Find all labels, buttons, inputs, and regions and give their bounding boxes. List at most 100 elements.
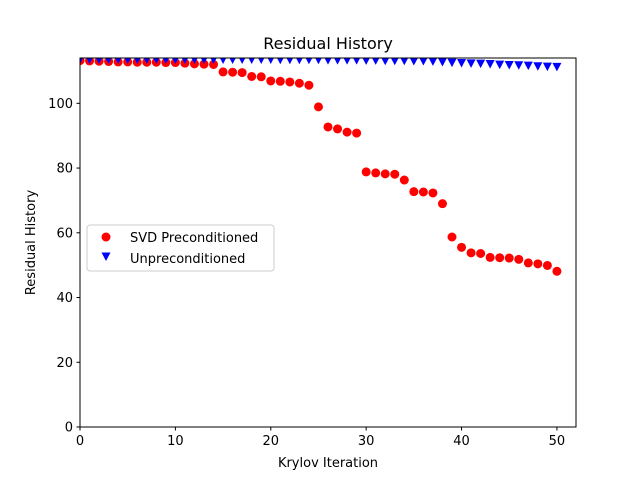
y-tick-label: 0 (65, 421, 73, 436)
data-point-svd-preconditioned (304, 80, 314, 90)
data-point-unpreconditioned (466, 59, 476, 68)
data-point-unpreconditioned (143, 58, 150, 64)
x-tick-label: 0 (76, 434, 84, 449)
data-point-svd-preconditioned (437, 199, 447, 209)
data-point-unpreconditioned (542, 62, 552, 72)
y-tick-label: 60 (56, 226, 73, 241)
data-point-unpreconditioned (172, 58, 179, 64)
data-point-svd-preconditioned (333, 124, 343, 134)
data-point-svd-preconditioned (256, 72, 266, 82)
legend: SVD Preconditioned Unpreconditioned (86, 224, 275, 272)
chart-title: Residual History (263, 34, 393, 53)
legend-marker-svd-preconditioned (101, 232, 111, 242)
data-point-unpreconditioned (533, 62, 543, 71)
y-axis-ticks: 0 20 40 60 80 100 (48, 97, 80, 436)
x-axis-ticks: 0 10 20 30 40 50 (76, 427, 565, 449)
data-point-unpreconditioned (447, 58, 457, 68)
data-point-unpreconditioned (229, 58, 236, 64)
data-point-unpreconditioned (523, 61, 533, 71)
data-point-svd-preconditioned (228, 67, 238, 77)
x-tick-label: 50 (549, 434, 566, 449)
data-point-svd-preconditioned (552, 266, 562, 276)
data-point-unpreconditioned (80, 58, 84, 64)
data-points (80, 58, 562, 276)
x-tick-label: 30 (358, 434, 375, 449)
data-point-svd-preconditioned (342, 127, 352, 137)
data-point-svd-preconditioned (533, 259, 543, 269)
data-point-svd-preconditioned (313, 102, 323, 112)
plot-frame (79, 57, 577, 428)
data-point-unpreconditioned (191, 58, 198, 64)
data-point-unpreconditioned (115, 58, 122, 64)
data-point-svd-preconditioned (447, 232, 457, 242)
data-point-unpreconditioned (181, 58, 189, 64)
data-point-unpreconditioned (419, 58, 428, 66)
y-axis-label: Residual History (24, 190, 39, 296)
y-tick-label: 40 (56, 291, 73, 306)
data-point-svd-preconditioned (457, 242, 467, 252)
data-point-unpreconditioned (95, 58, 103, 64)
data-point-svd-preconditioned (476, 249, 486, 259)
data-point-unpreconditioned (428, 58, 438, 66)
data-point-unpreconditioned (353, 58, 361, 65)
data-point-unpreconditioned (200, 58, 208, 64)
data-point-unpreconditioned (476, 59, 486, 69)
data-point-svd-preconditioned (542, 260, 552, 270)
y-tick-label: 20 (56, 356, 73, 371)
data-point-svd-preconditioned (428, 188, 438, 198)
data-point-unpreconditioned (305, 58, 313, 65)
y-tick-label: 80 (56, 162, 73, 177)
data-point-svd-preconditioned (199, 59, 209, 69)
legend-box (86, 224, 275, 272)
data-point-unpreconditioned (267, 58, 274, 64)
data-point-svd-preconditioned (209, 59, 219, 69)
data-point-svd-preconditioned (485, 252, 495, 262)
data-point-svd-preconditioned (514, 254, 524, 264)
data-point-svd-preconditioned (418, 187, 428, 197)
data-point-unpreconditioned (315, 58, 322, 65)
data-point-unpreconditioned (485, 59, 495, 69)
x-tick-label: 40 (453, 434, 470, 449)
data-point-unpreconditioned (248, 58, 255, 64)
data-point-svd-preconditioned (285, 77, 295, 87)
data-point-unpreconditioned (504, 60, 514, 70)
data-point-svd-preconditioned (466, 248, 476, 258)
data-point-unpreconditioned (495, 60, 505, 70)
data-point-unpreconditioned (134, 58, 141, 64)
data-point-unpreconditioned (162, 58, 169, 64)
data-point-svd-preconditioned (237, 68, 247, 78)
legend-label-unpreconditioned: Unpreconditioned (130, 252, 245, 267)
data-point-unpreconditioned (400, 58, 409, 66)
data-point-svd-preconditioned (352, 128, 362, 138)
legend-marker-unpreconditioned (101, 252, 111, 261)
data-point-unpreconditioned (372, 58, 380, 65)
x-tick-label: 10 (167, 434, 184, 449)
data-point-unpreconditioned (324, 58, 332, 65)
data-point-unpreconditioned (124, 58, 131, 64)
data-point-unpreconditioned (457, 59, 467, 68)
data-point-unpreconditioned (514, 61, 524, 70)
data-point-svd-preconditioned (218, 67, 228, 77)
data-point-unpreconditioned (105, 58, 112, 64)
data-point-unpreconditioned (390, 58, 399, 66)
data-point-unpreconditioned (381, 58, 390, 66)
data-point-unpreconditioned (258, 58, 265, 64)
data-point-unpreconditioned (153, 58, 160, 64)
data-point-svd-preconditioned (409, 187, 419, 197)
data-point-unpreconditioned (296, 58, 303, 65)
x-tick-label: 20 (262, 434, 279, 449)
data-point-svd-preconditioned (504, 253, 514, 263)
data-point-unpreconditioned (552, 62, 562, 72)
data-point-unpreconditioned (86, 58, 93, 64)
data-point-svd-preconditioned (399, 175, 409, 185)
data-point-unpreconditioned (276, 58, 284, 65)
data-point-unpreconditioned (286, 58, 294, 65)
data-point-unpreconditioned (409, 58, 418, 66)
data-point-unpreconditioned (343, 58, 351, 65)
data-point-svd-preconditioned (294, 78, 304, 88)
data-point-svd-preconditioned (266, 76, 276, 86)
x-axis-label: Krylov Iteration (278, 456, 378, 471)
data-point-unpreconditioned (437, 58, 447, 67)
data-point-unpreconditioned (239, 58, 246, 64)
